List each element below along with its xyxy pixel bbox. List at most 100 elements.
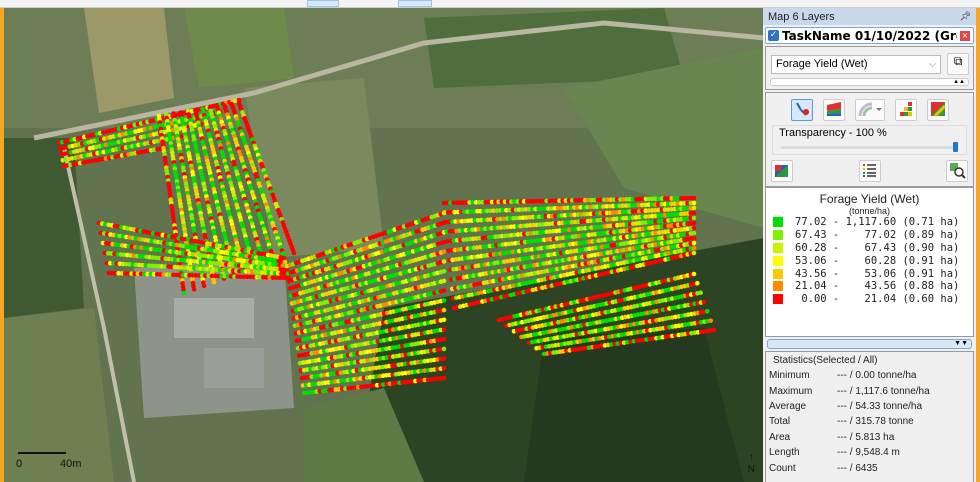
color-swatch — [773, 281, 783, 292]
stat-value: --- / 1,117.6 tonne/ha — [837, 385, 930, 397]
yield-point — [685, 195, 690, 201]
yield-point — [127, 262, 132, 267]
close-icon[interactable]: × — [960, 30, 970, 41]
yield-point — [701, 299, 707, 305]
pin-icon[interactable]: 📌︎ — [959, 11, 971, 21]
yield-point — [617, 216, 623, 221]
yield-point — [505, 199, 511, 204]
points-view-icon[interactable] — [790, 99, 813, 121]
yield-point — [291, 250, 297, 256]
yield-point — [158, 272, 163, 277]
yield-point — [441, 200, 447, 206]
yield-point — [169, 264, 174, 270]
export-icon[interactable] — [771, 160, 793, 182]
layers-panel: Map 6 Layers 📌︎ ✓ TaskName 01/10/2022 (Gr… — [763, 8, 980, 482]
yield-point — [457, 200, 463, 205]
stat-value: --- / 9,548.4 m — [837, 447, 900, 459]
yield-point — [470, 200, 476, 205]
yield-point — [678, 196, 684, 201]
yield-point — [576, 198, 581, 203]
yield-point — [496, 199, 501, 205]
grid-view-icon[interactable] — [894, 99, 917, 121]
yield-point — [203, 273, 208, 279]
yield-point — [132, 271, 137, 277]
yield-point — [592, 218, 597, 223]
yield-point — [607, 203, 613, 209]
yield-point — [543, 214, 548, 219]
layer-window-button[interactable]: ⧉ — [947, 53, 969, 75]
color-swatch — [773, 230, 783, 241]
legend-title: Forage Yield (Wet) — [819, 192, 920, 206]
yield-point — [174, 272, 179, 278]
yield-point — [566, 198, 572, 203]
yield-point — [614, 203, 619, 209]
yield-point — [171, 272, 176, 278]
map-canvas[interactable] — [4, 8, 763, 482]
legend-range: 60.28 - 67.43 (0.90 ha) — [795, 241, 960, 254]
slider-thumb[interactable] — [953, 142, 958, 152]
scale-start: 0 — [16, 458, 23, 470]
scale-bar: 0 40m — [16, 446, 96, 474]
transparency-slider[interactable] — [781, 142, 958, 152]
yield-point — [248, 274, 253, 280]
legend-range: 77.02 - 1,117.60 (0.71 ha) — [795, 216, 960, 229]
yield-point — [480, 199, 485, 205]
yield-point — [672, 196, 678, 201]
yield-point — [528, 199, 533, 204]
yield-point — [177, 272, 182, 278]
zoom-to-layer-icon[interactable] — [946, 160, 968, 182]
yield-point — [547, 198, 553, 204]
yield-point — [441, 375, 447, 381]
task-tab[interactable]: ✓ TaskName 01/10/2022 (GreenStar × — [765, 27, 974, 44]
yield-point — [446, 219, 452, 225]
yield-point — [517, 207, 522, 212]
legend-item: 43.56 - 53.06 (0.91 ha) — [766, 267, 973, 280]
toolbar-button[interactable] — [307, 0, 339, 7]
yield-point — [544, 198, 549, 204]
color-swatch — [773, 255, 783, 266]
color-ramp-icon[interactable] — [926, 99, 949, 121]
yield-point — [691, 220, 697, 226]
yield-point — [441, 307, 447, 313]
yield-point — [705, 309, 710, 314]
yield-point — [691, 225, 697, 231]
yield-point — [601, 204, 606, 209]
yield-point — [450, 228, 456, 234]
yield-point — [216, 273, 221, 279]
yield-point — [455, 209, 461, 215]
yield-point — [510, 207, 516, 213]
yield-point — [441, 336, 447, 342]
yield-point — [222, 273, 227, 279]
map-view[interactable]: 0 40m ↑ N — [0, 8, 763, 482]
yield-point — [279, 271, 284, 276]
surface-view-icon[interactable] — [822, 99, 845, 121]
yield-point — [441, 366, 447, 371]
yield-point — [521, 199, 527, 204]
yield-point — [475, 218, 481, 223]
yield-point — [273, 275, 279, 280]
transparency-group: Transparency - 100 % — [772, 125, 967, 155]
yield-point — [520, 207, 525, 212]
yield-point — [623, 203, 629, 208]
yield-point — [501, 216, 507, 222]
yield-point — [592, 197, 597, 203]
legend-list-icon[interactable] — [858, 160, 881, 182]
yield-point — [219, 273, 224, 279]
expand-button[interactable]: ▼▼ — [767, 339, 972, 349]
yield-point — [675, 201, 681, 206]
yield-point — [537, 198, 543, 204]
collapse-button[interactable]: ▲▲ — [770, 78, 969, 86]
contour-view-dropdown[interactable] — [854, 99, 885, 121]
yield-point — [595, 197, 601, 203]
yield-point — [691, 210, 697, 216]
yield-point — [533, 206, 538, 212]
layer-select[interactable]: Forage Yield (Wet) ⌵ — [771, 54, 942, 74]
yield-point — [280, 275, 285, 281]
yield-point — [649, 202, 655, 207]
yield-point — [441, 259, 447, 264]
yield-point — [281, 255, 287, 261]
color-swatch — [773, 242, 783, 253]
toolbar-button[interactable] — [398, 0, 432, 7]
checkbox-icon[interactable]: ✓ — [768, 30, 779, 41]
yield-point — [486, 199, 492, 205]
